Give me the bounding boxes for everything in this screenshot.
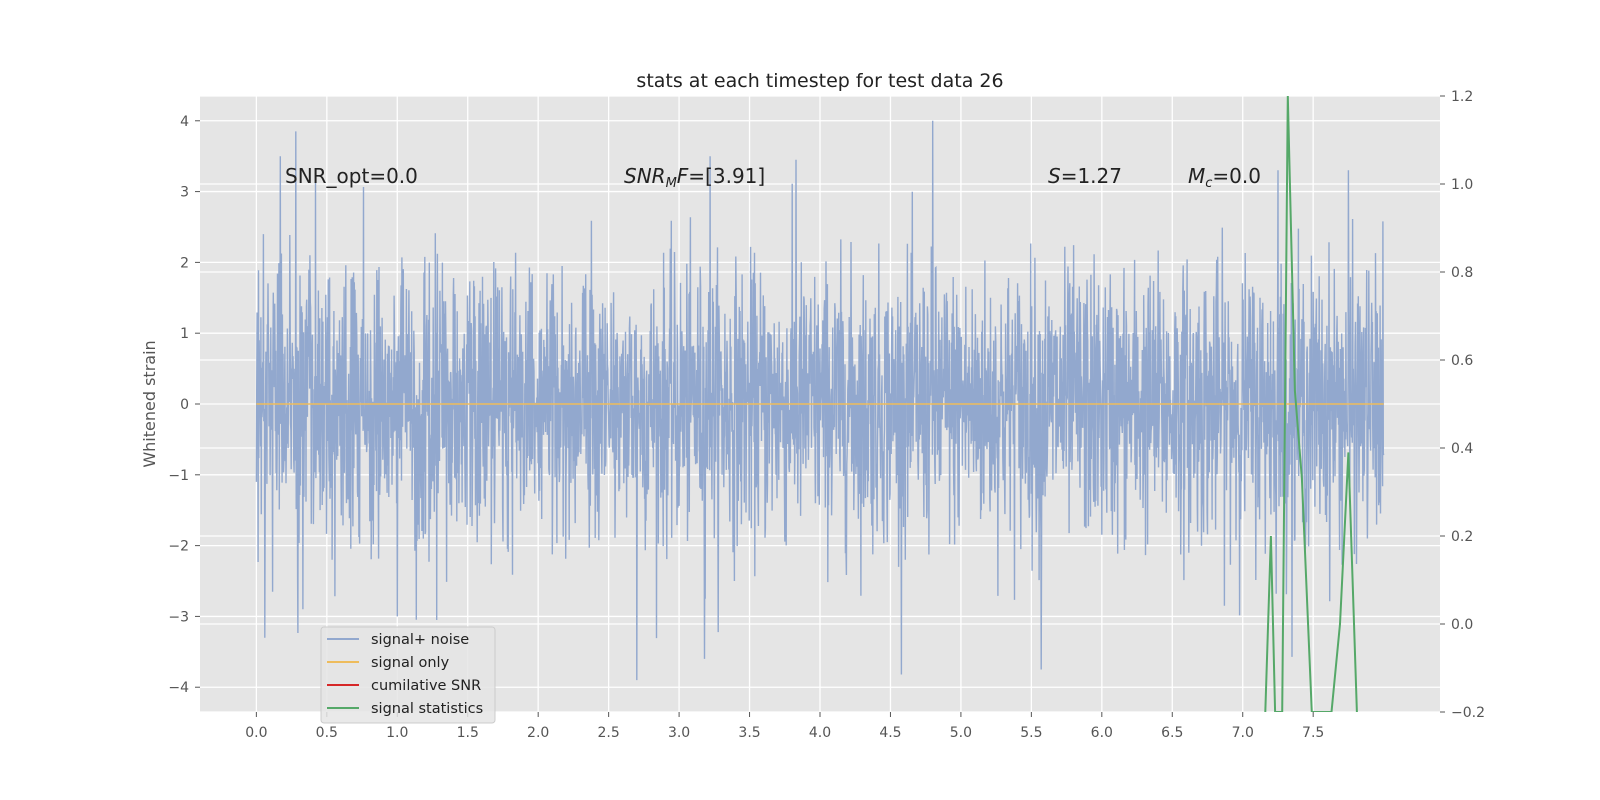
y2-tick-label: 0.8 [1451,265,1473,281]
x-tick-label: 3.5 [738,725,760,741]
y-tick-label: 4 [180,114,189,130]
y2-tick-label: 0.0 [1451,617,1473,633]
legend-label-signal-plus-noise: signal+ noise [371,632,469,648]
y2-tick-label: 1.2 [1451,89,1473,105]
x-tick-label: 1.0 [386,725,408,741]
y-tick-label: 3 [180,185,189,201]
x-tick-label: 1.5 [457,725,479,741]
legend: signal+ noise signal only cumilative SNR… [320,626,496,724]
series-line-signal-statistics [1264,96,1358,712]
y-tick-label: 1 [180,326,189,342]
annotation-s-symbol: S [1048,164,1061,188]
annotation-s: S=1.27 [1048,164,1122,188]
y-tick-label: 2 [180,255,189,271]
annotation-mc: Mc=0.0 [1188,164,1261,191]
x-tick-label: 0.0 [245,725,267,741]
y2-tick-label: 1.0 [1451,177,1473,193]
x-tick-label: 3.0 [668,725,690,741]
legend-label-signal-only: signal only [371,655,450,671]
annotation-snr-mf-subscript: M [666,176,677,191]
x-tick-label: 6.5 [1161,725,1183,741]
legend-label-signal-statistics: signal statistics [371,701,483,717]
annotation-mc-value: =0.0 [1212,164,1261,188]
annotation-snr-mf-value: =[3.91] [688,164,765,188]
x-tick-label: 0.5 [316,725,338,741]
x-tick-label: 7.5 [1302,725,1324,741]
annotation-mc-symbol: M [1188,164,1205,188]
annotation-snr-mf: SNRMF=[3.91] [624,164,765,191]
y2-tick-label: −0.2 [1451,705,1485,721]
legend-label-cumulative-snr: cumilative SNR [371,678,481,694]
annotation-mc-subscript: c [1205,176,1212,191]
y-tick-label: 0 [180,397,189,413]
y-tick-label: −1 [168,468,189,484]
series-lines [256,96,1384,712]
x-tick-label: 6.0 [1091,725,1113,741]
y2-tick-label: 0.6 [1451,353,1473,369]
x-tick-label: 2.5 [598,725,620,741]
y-tick-label: −3 [168,609,189,625]
x-tick-label: 5.0 [950,725,972,741]
annotation-s-value: =1.27 [1061,164,1122,188]
y-axis-label: Whitened strain [140,340,159,467]
chart-title: stats at each timestep for test data 26 [636,70,1003,92]
x-tick-label: 4.5 [879,725,901,741]
x-tick-label: 7.0 [1232,725,1254,741]
y-tick-label: −2 [168,539,189,555]
annotation-snr-mf-symbol2: F [677,164,689,188]
series-line-signal-plus-noise [255,120,1385,681]
legend-box [320,626,496,724]
x-tick-label: 5.5 [1020,725,1042,741]
x-tick-label: 4.0 [809,725,831,741]
tick-labels: 0.0 0.5 1.0 1.5 2.0 2.5 3.0 3.5 4.0 4.5 5.0 5.5 6.0 6… [168,89,1485,741]
annotation-snr-opt: SNR_opt=0.0 [285,164,418,188]
annotation-snr-mf-symbol: SNR [624,164,666,188]
y2-tick-label: 0.2 [1451,529,1473,545]
y-tick-label: −4 [168,680,189,696]
series-signal-plus-noise [255,120,1385,681]
x-tick-label: 2.0 [527,725,549,741]
y2-tick-label: 0.4 [1451,441,1473,457]
